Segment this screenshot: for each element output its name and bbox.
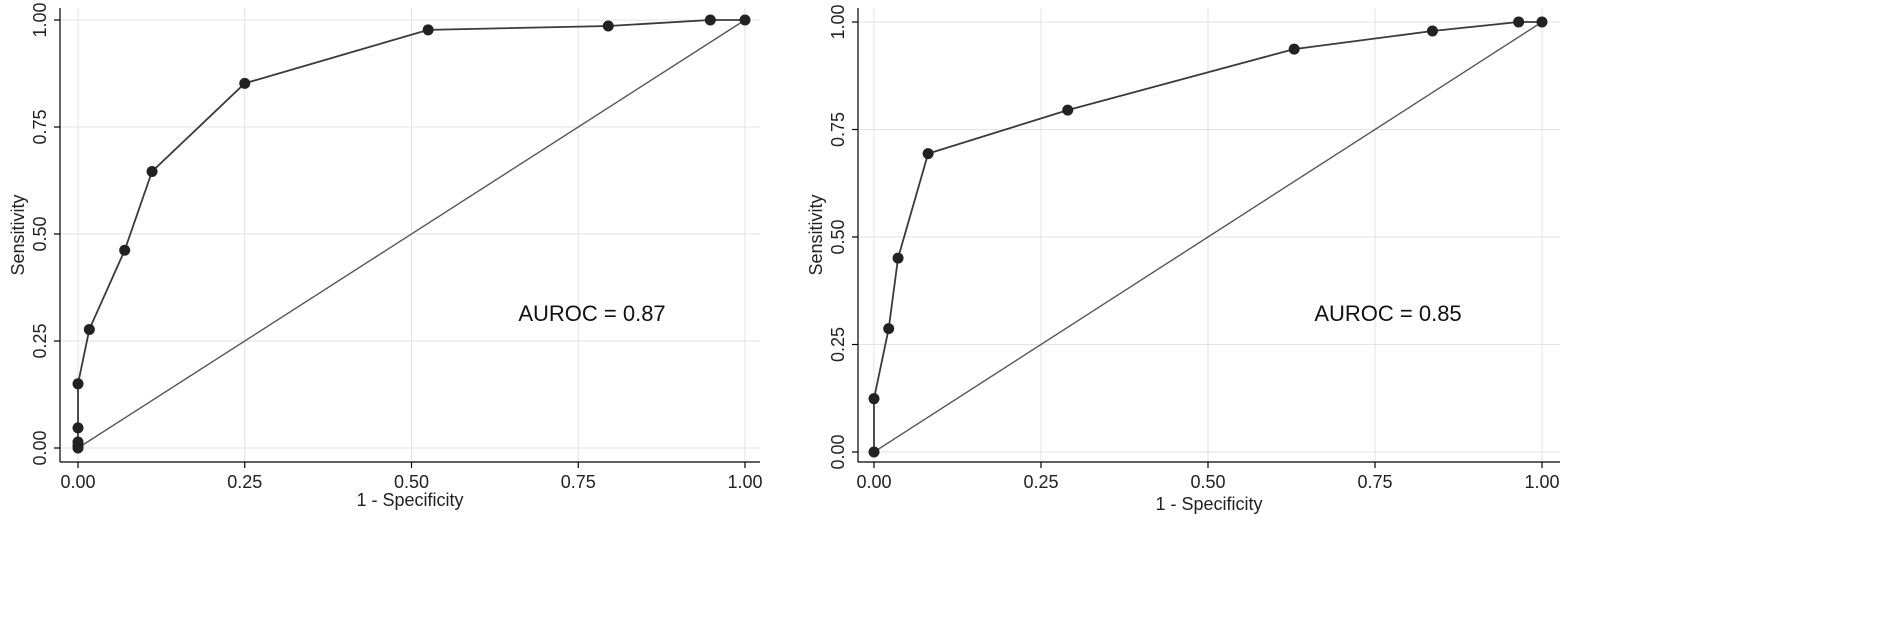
roc-point <box>922 148 934 160</box>
x-tick-label: 0.00 <box>856 472 891 492</box>
y-axis-title: Sensitivity <box>8 194 28 275</box>
roc-point <box>83 323 95 335</box>
roc-point <box>739 14 751 26</box>
x-axis-title: 1 - Specificity <box>356 490 463 510</box>
x-tick-label: 0.25 <box>1023 472 1058 492</box>
auroc-annotation: AUROC = 0.85 <box>1314 301 1461 326</box>
y-tick-label: 1.00 <box>30 2 50 37</box>
roc-point <box>239 77 251 89</box>
y-axis-title: Sensitivity <box>806 194 826 275</box>
x-tick-label: 0.50 <box>394 472 429 492</box>
y-tick-label: 0.75 <box>30 109 50 144</box>
roc-curve-line <box>873 21 1542 452</box>
roc-point <box>868 446 880 458</box>
y-tick-label: 0.00 <box>828 434 848 469</box>
roc-point <box>72 436 84 448</box>
y-tick-label: 1.00 <box>828 4 848 39</box>
auroc-annotation: AUROC = 0.87 <box>518 301 665 326</box>
roc-point <box>602 20 614 32</box>
y-tick-label: 0.50 <box>828 219 848 254</box>
roc-point <box>146 166 158 178</box>
roc-point <box>704 14 716 26</box>
roc-point <box>892 252 904 264</box>
x-tick-label: 0.25 <box>227 472 262 492</box>
roc-point <box>1062 104 1074 116</box>
x-tick-label: 1.00 <box>727 472 762 492</box>
y-tick-label: 0.75 <box>828 112 848 147</box>
x-tick-label: 0.75 <box>561 472 596 492</box>
roc-point <box>1426 25 1438 37</box>
roc-point <box>868 393 880 405</box>
y-tick-label: 0.25 <box>828 327 848 362</box>
y-tick-label: 0.25 <box>30 323 50 358</box>
reference-line <box>77 19 746 449</box>
roc-point <box>1513 16 1525 28</box>
chart-panel-1: 0.00 0.25 0.50 0.75 1.00 0.00 0.25 0.50 0.75 1.00… <box>8 2 763 510</box>
roc-point <box>883 323 895 335</box>
roc-point <box>1288 43 1300 55</box>
reference-line <box>873 21 1543 453</box>
y-tick-label: 0.00 <box>30 430 50 465</box>
x-axis-title: 1 - Specificity <box>1155 494 1262 514</box>
x-tick-label: 0.75 <box>1357 472 1392 492</box>
roc-point <box>422 24 434 36</box>
x-tick-label: 0.50 <box>1190 472 1225 492</box>
chart-panel-2: 0.00 0.25 0.50 0.75 1.00 0.00 0.25 0.50 0.75 1.00… <box>806 4 1560 514</box>
roc-point <box>119 244 131 256</box>
x-tick-label: 0.00 <box>60 472 95 492</box>
y-tick-label: 0.50 <box>30 216 50 251</box>
roc-point <box>72 422 84 434</box>
x-tick-label: 1.00 <box>1524 472 1559 492</box>
roc-point <box>72 378 84 390</box>
roc-point <box>1536 16 1548 28</box>
